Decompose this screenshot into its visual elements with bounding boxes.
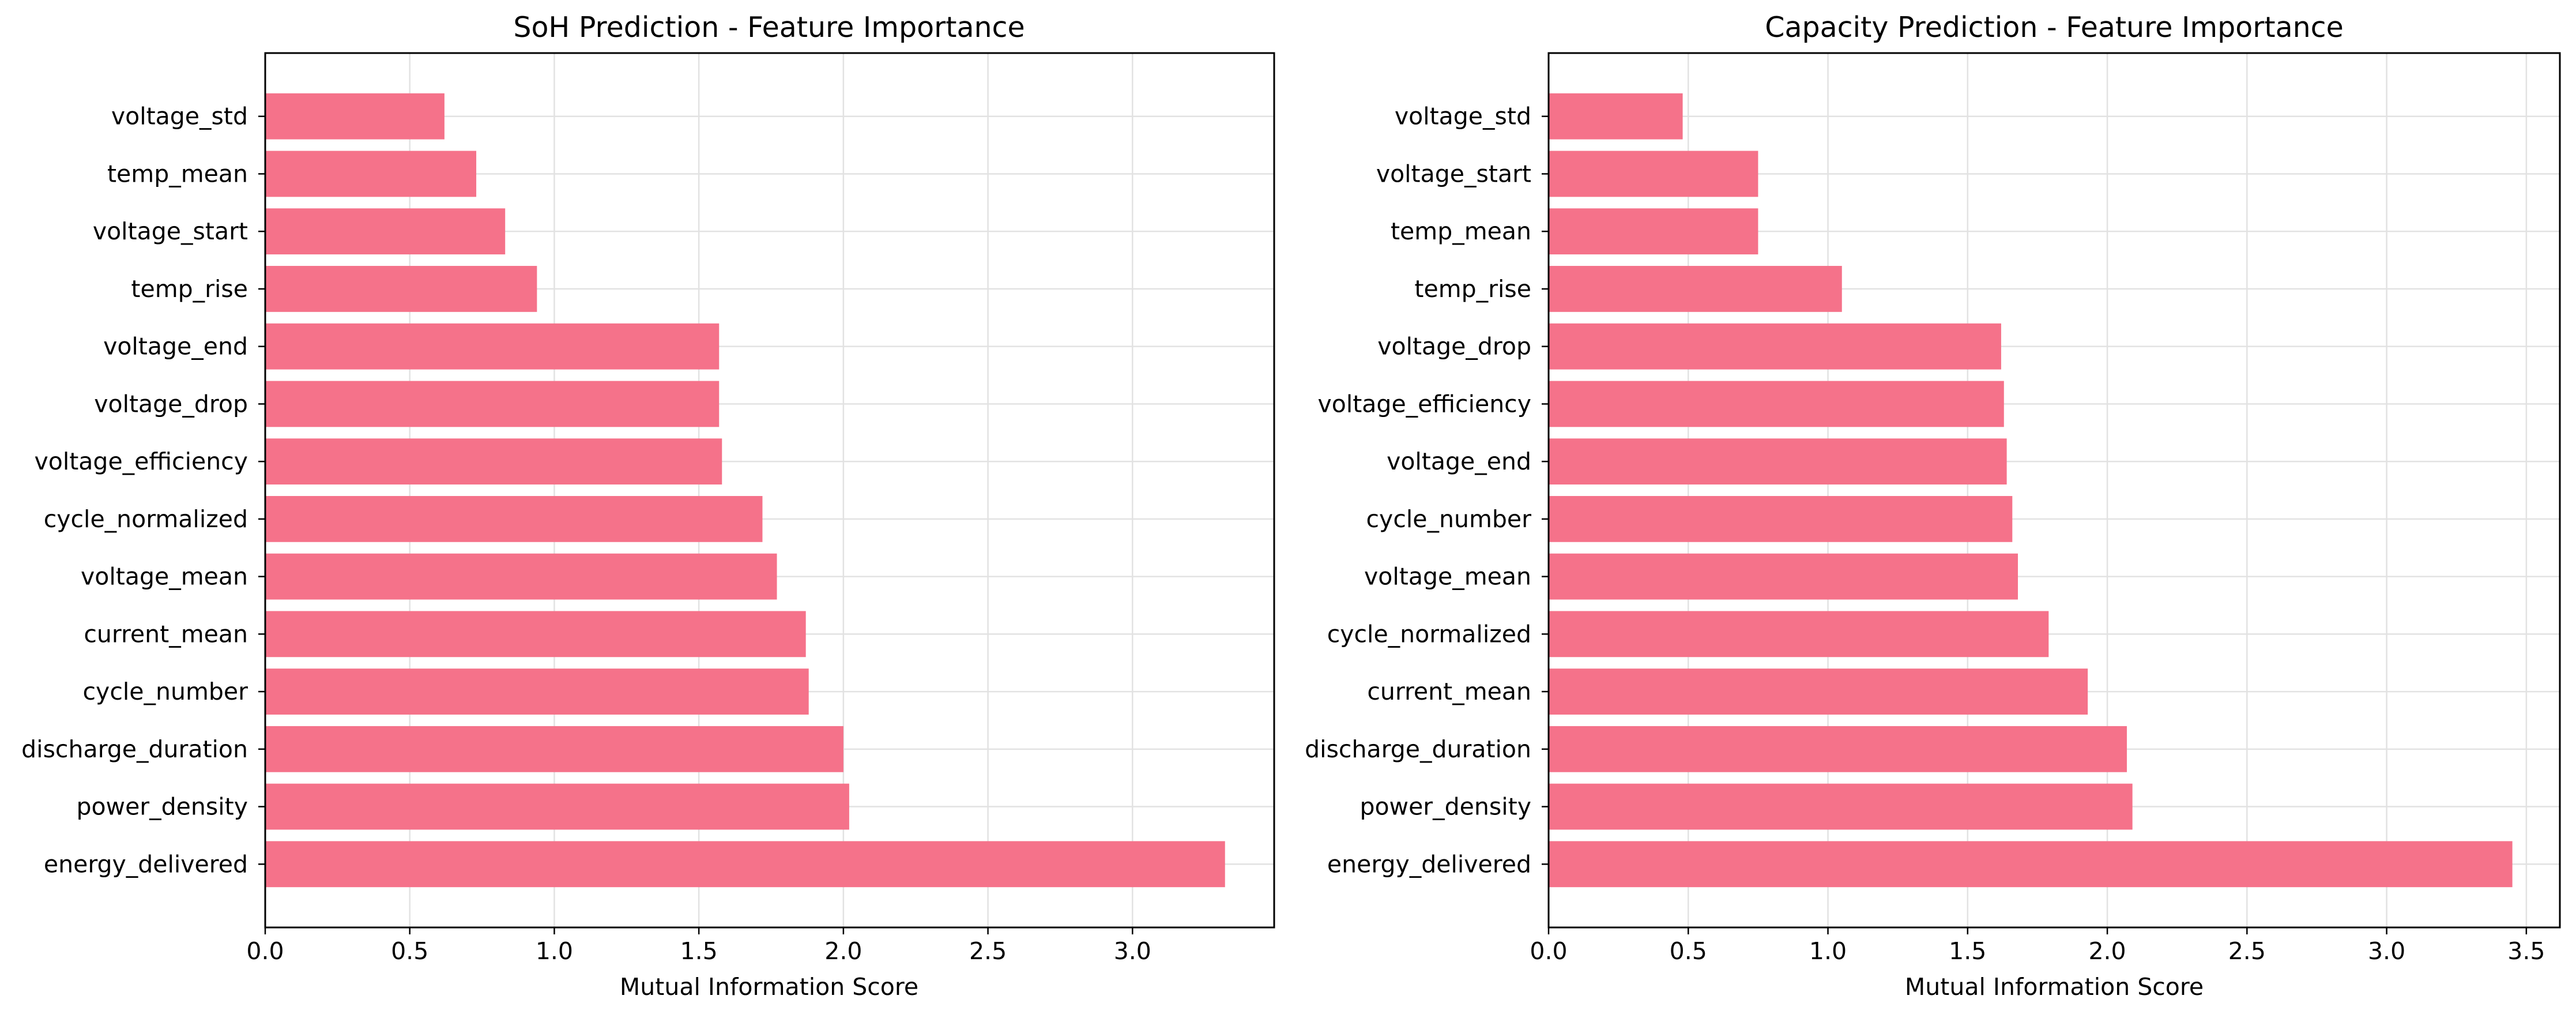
bar xyxy=(265,553,777,600)
bar xyxy=(265,611,806,658)
bar xyxy=(1549,381,2004,427)
y-tick-label: energy_delivered xyxy=(1327,850,1531,878)
bar xyxy=(1549,783,2133,830)
x-tick-label: 1.0 xyxy=(1809,937,1847,965)
x-tick-label: 1.5 xyxy=(680,937,718,965)
x-tick-label: 2.5 xyxy=(2228,937,2266,965)
x-tick-label: 0.0 xyxy=(246,937,284,965)
chart-title: Capacity Prediction - Feature Importance xyxy=(1765,11,2344,44)
y-tick-label: discharge_duration xyxy=(21,735,248,763)
y-tick-label: energy_delivered xyxy=(44,850,248,878)
bar xyxy=(265,841,1225,888)
x-tick-label: 2.0 xyxy=(824,937,862,965)
y-tick-label: cycle_normalized xyxy=(44,505,248,533)
y-tick-label: voltage_start xyxy=(93,217,248,245)
x-tick-label: 2.0 xyxy=(2088,937,2126,965)
y-tick-label: voltage_mean xyxy=(1364,563,1531,591)
bar xyxy=(265,438,722,485)
bar xyxy=(1549,151,1758,197)
y-tick-label: voltage_std xyxy=(1395,103,1531,130)
y-tick-label: voltage_drop xyxy=(94,390,248,418)
bars xyxy=(1549,93,2513,888)
bar xyxy=(1549,841,2513,888)
y-tick-label: temp_mean xyxy=(107,160,248,187)
x-axis-label: Mutual Information Score xyxy=(1905,973,2204,1001)
y-tick-label: temp_rise xyxy=(131,275,248,303)
y-tick-label: temp_mean xyxy=(1391,217,1531,245)
bar xyxy=(1549,611,2049,658)
axes-border xyxy=(1547,52,2561,929)
bar xyxy=(265,726,843,772)
x-tick-labels: 0.0 0.5 1.0 1.5 2.0 2.5 3.0 3.5 xyxy=(1530,927,2545,965)
y-tick-labels: voltage_std voltage_start temp_mean temp_ri… xyxy=(1305,103,1549,878)
bars xyxy=(265,93,1225,888)
x-tick-label: 3.0 xyxy=(2368,937,2405,965)
y-tick-label: power_density xyxy=(76,793,248,821)
x-tick-label: 0.5 xyxy=(1670,937,1707,965)
x-tick-label: 3.0 xyxy=(1114,937,1151,965)
bar xyxy=(265,323,720,370)
y-tick-label: voltage_drop xyxy=(1377,333,1531,360)
x-tick-label: 0.0 xyxy=(1530,937,1567,965)
bar xyxy=(1549,208,1758,255)
chart-title: SoH Prediction - Feature Importance xyxy=(513,11,1025,44)
bar xyxy=(265,266,537,312)
bar xyxy=(265,668,809,715)
x-tick-label: 1.0 xyxy=(536,937,573,965)
axes-frame xyxy=(1547,52,2561,929)
bar xyxy=(265,93,445,140)
bar xyxy=(265,381,720,427)
y-tick-label: cycle_number xyxy=(83,678,248,705)
soh-feature-importance-chart: SoH Prediction - Feature Importance volt… xyxy=(21,11,1275,1001)
y-tick-label: cycle_number xyxy=(1366,505,1532,533)
x-tick-label: 0.5 xyxy=(391,937,428,965)
bar xyxy=(265,783,849,830)
bar xyxy=(265,151,477,197)
axes-frame xyxy=(264,52,1275,929)
y-tick-label: voltage_start xyxy=(1376,160,1531,187)
bar xyxy=(265,495,763,542)
y-tick-label: voltage_end xyxy=(1387,448,1531,475)
y-tick-label: discharge_duration xyxy=(1305,735,1531,763)
y-tick-label: current_mean xyxy=(1367,678,1531,705)
bar xyxy=(1549,266,1842,312)
x-tick-label: 1.5 xyxy=(1949,937,1986,965)
x-tick-labels: 0.0 0.5 1.0 1.5 2.0 2.5 3.0 xyxy=(246,927,1151,965)
bar xyxy=(1549,438,2007,485)
y-tick-labels: voltage_std temp_mean voltage_start temp_ri… xyxy=(21,103,265,878)
bar xyxy=(1549,495,2013,542)
capacity-feature-importance-chart: Capacity Prediction - Feature Importance… xyxy=(1305,11,2561,1001)
y-tick-label: voltage_efficiency xyxy=(1317,390,1531,418)
axes-border xyxy=(264,52,1275,929)
y-tick-label: cycle_normalized xyxy=(1327,620,1531,648)
bar xyxy=(1549,553,2018,600)
y-tick-label: voltage_mean xyxy=(81,563,248,591)
bar xyxy=(265,208,506,255)
y-tick-label: voltage_efficiency xyxy=(34,448,248,475)
y-tick-label: temp_rise xyxy=(1414,275,1531,303)
bar xyxy=(1549,726,2127,772)
x-tick-label: 2.5 xyxy=(969,937,1007,965)
y-tick-label: current_mean xyxy=(84,620,248,648)
bar xyxy=(1549,93,1683,140)
y-tick-label: voltage_std xyxy=(111,103,248,130)
y-tick-label: power_density xyxy=(1359,793,1531,821)
bar xyxy=(1549,668,2088,715)
x-tick-label: 3.5 xyxy=(2507,937,2545,965)
bar xyxy=(1549,323,2001,370)
y-tick-label: voltage_end xyxy=(103,333,248,360)
x-axis-label: Mutual Information Score xyxy=(620,973,918,1001)
